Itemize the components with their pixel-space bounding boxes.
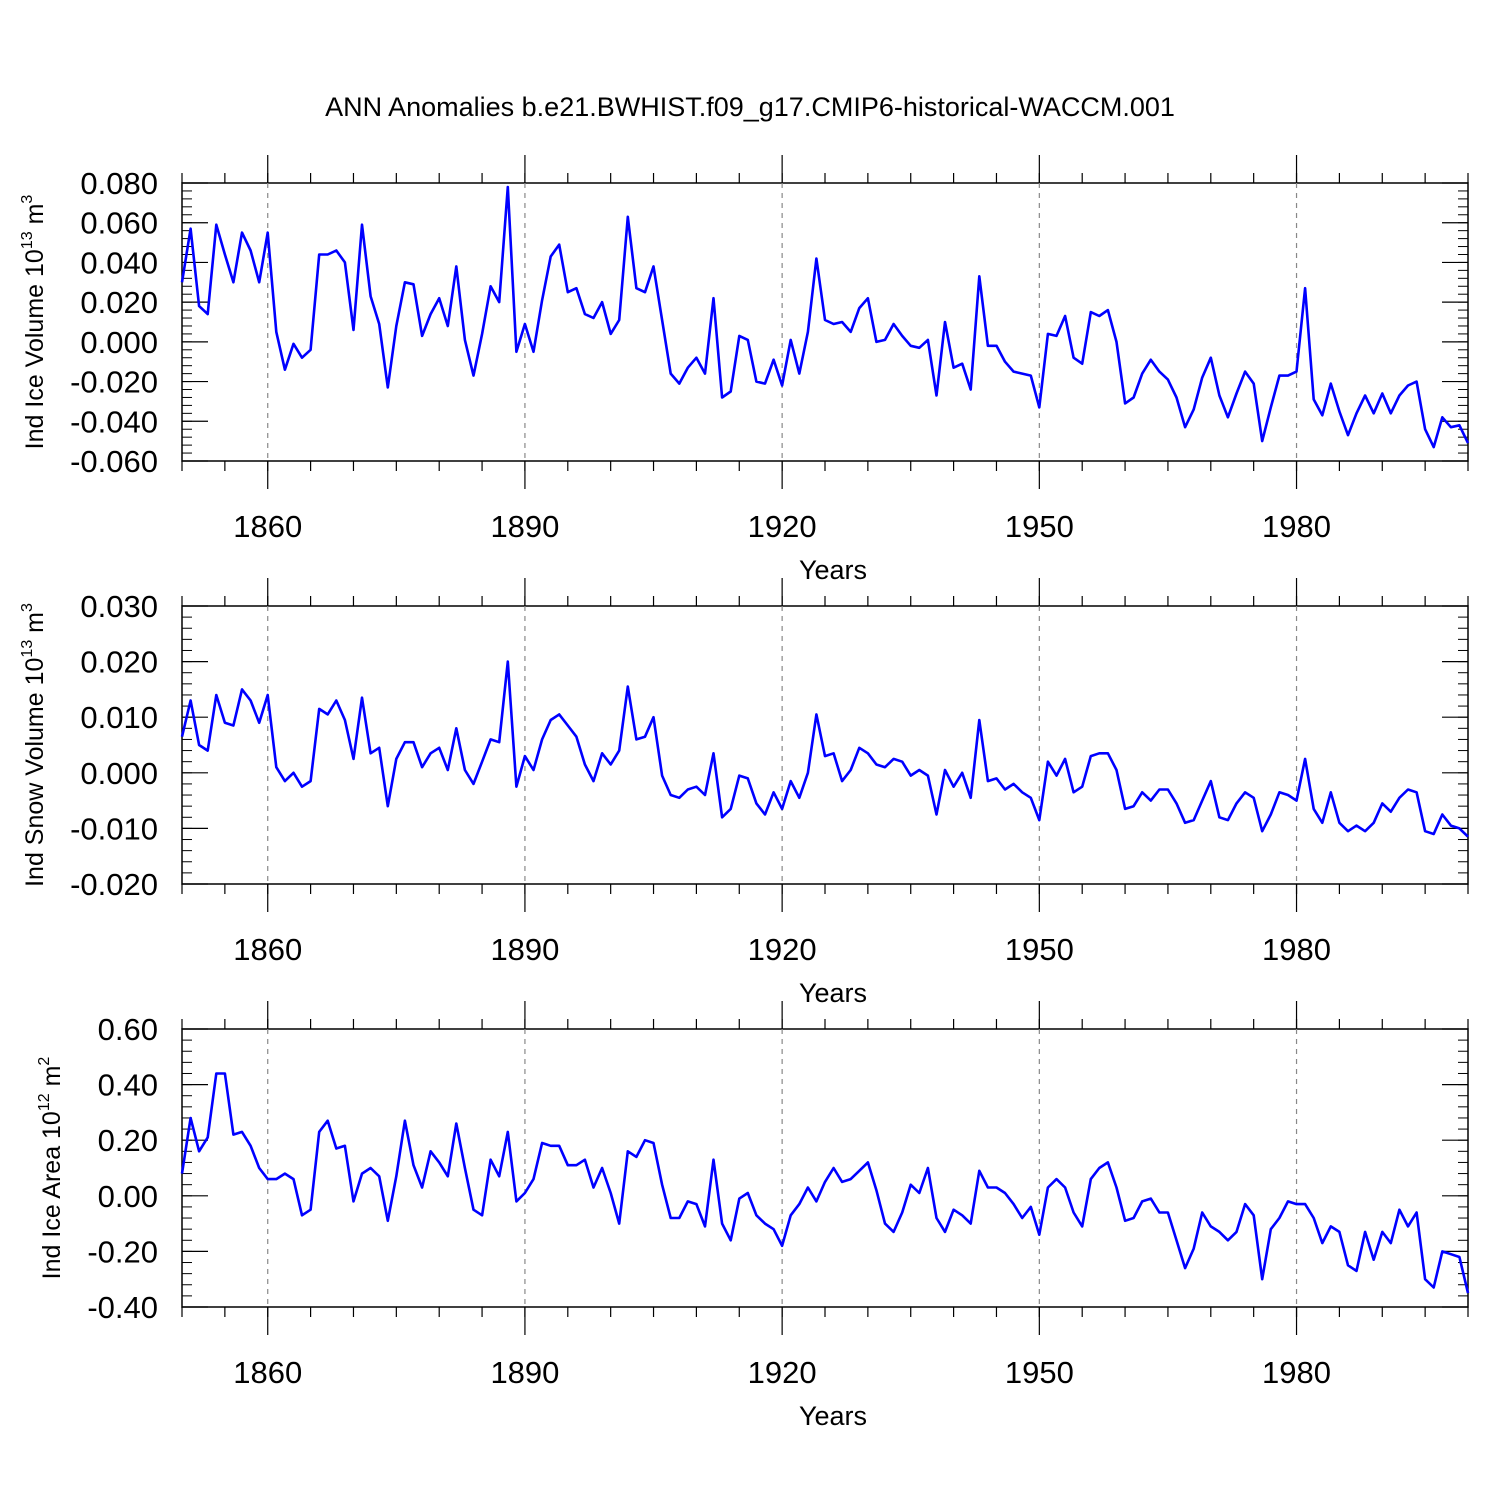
x-tick-label: 1890 bbox=[490, 509, 559, 544]
y-label-part: 10 bbox=[38, 1111, 66, 1139]
y-tick-label: -0.060 bbox=[70, 444, 158, 479]
y-label-part: m bbox=[21, 612, 49, 640]
y-label-part: m bbox=[38, 1066, 66, 1094]
y-unit-exponent: 13 bbox=[19, 640, 36, 658]
y-tick-label: 0.030 bbox=[80, 589, 158, 624]
y-label-part: 10 bbox=[21, 249, 49, 277]
y-unit-exponent: 13 bbox=[19, 231, 36, 249]
panel-2: 1860 1890 1920 1950 1980 0.030 0.020 0.010 0.000… bbox=[19, 578, 1469, 1008]
plot-frame bbox=[181, 605, 1469, 885]
x-tick-label: 1950 bbox=[1005, 1355, 1074, 1390]
x-tick-label: 1860 bbox=[233, 1355, 302, 1390]
y-label-part: 10 bbox=[21, 658, 49, 686]
y-unit-exponent: 12 bbox=[36, 1093, 53, 1111]
x-tick-label: 1890 bbox=[490, 1355, 559, 1390]
y-tick-label: 0.060 bbox=[80, 206, 158, 241]
plot-frame bbox=[181, 182, 1469, 462]
x-tick-label: 1950 bbox=[1005, 509, 1074, 544]
x-axis-label: Years bbox=[799, 978, 867, 1008]
x-tick-label: 1920 bbox=[748, 932, 817, 967]
y-tick-label: -0.040 bbox=[70, 404, 158, 439]
x-tick-label: 1980 bbox=[1262, 1355, 1331, 1390]
y-label-part: Ind Snow Volume bbox=[21, 685, 49, 887]
series-line bbox=[180, 185, 1470, 449]
y-tick-label: 0.40 bbox=[98, 1068, 158, 1103]
y-axis-label: Ind Ice Volume 1013 m3 bbox=[19, 195, 49, 450]
x-axis-label: Years bbox=[799, 555, 867, 585]
x-tick-label: 1920 bbox=[748, 1355, 817, 1390]
series-line bbox=[180, 660, 1469, 838]
y-unit-exponent: 3 bbox=[19, 603, 36, 612]
y-tick-label: 0.020 bbox=[80, 285, 158, 320]
y-tick-label: 0.60 bbox=[98, 1012, 158, 1047]
y-tick-label: 0.010 bbox=[80, 700, 158, 735]
x-tick-label: 1890 bbox=[490, 932, 559, 967]
x-tick-label: 1980 bbox=[1262, 509, 1331, 544]
y-label-part: Ind Ice Area bbox=[38, 1139, 66, 1279]
y-tick-label: 0.080 bbox=[80, 166, 158, 201]
x-tick-label: 1860 bbox=[233, 932, 302, 967]
y-unit-exponent: 3 bbox=[19, 195, 36, 204]
y-tick-label: -0.010 bbox=[70, 811, 158, 846]
y-tick-label: 0.00 bbox=[98, 1179, 158, 1214]
panel-1: 1860 1890 1920 1950 1980 0.080 0.060 0.040 0.020… bbox=[19, 155, 1470, 585]
plot-frame bbox=[181, 1028, 1469, 1308]
y-label-part: Ind Ice Volume bbox=[21, 277, 49, 449]
y-tick-label: -0.20 bbox=[87, 1234, 158, 1269]
x-axis-label: Years bbox=[799, 1401, 867, 1431]
y-axis-label: Ind Ice Area 1012 m2 bbox=[36, 1057, 66, 1280]
y-axis-label: Ind Snow Volume 1013 m3 bbox=[19, 603, 49, 887]
y-unit-exponent: 2 bbox=[36, 1057, 53, 1066]
y-tick-label: 0.20 bbox=[98, 1123, 158, 1158]
page-title: ANN Anomalies b.e21.BWHIST.f09_g17.CMIP6… bbox=[325, 92, 1175, 122]
panel-3: 1860 1890 1920 1950 1980 0.60 0.40 0.20 0.00 -0.2… bbox=[36, 1001, 1470, 1431]
y-tick-label: 0.000 bbox=[80, 325, 158, 360]
y-tick-label: 0.000 bbox=[80, 756, 158, 791]
y-label-part: m bbox=[21, 204, 49, 232]
y-tick-label: -0.020 bbox=[70, 365, 158, 400]
x-tick-label: 1950 bbox=[1005, 932, 1074, 967]
y-tick-label: 0.040 bbox=[80, 245, 158, 280]
x-tick-label: 1920 bbox=[748, 509, 817, 544]
x-tick-label: 1980 bbox=[1262, 932, 1331, 967]
y-tick-label: -0.020 bbox=[70, 867, 158, 902]
y-tick-label: 0.020 bbox=[80, 645, 158, 680]
y-tick-label: -0.40 bbox=[87, 1290, 158, 1325]
x-tick-label: 1860 bbox=[233, 509, 302, 544]
series-line bbox=[180, 1072, 1470, 1294]
